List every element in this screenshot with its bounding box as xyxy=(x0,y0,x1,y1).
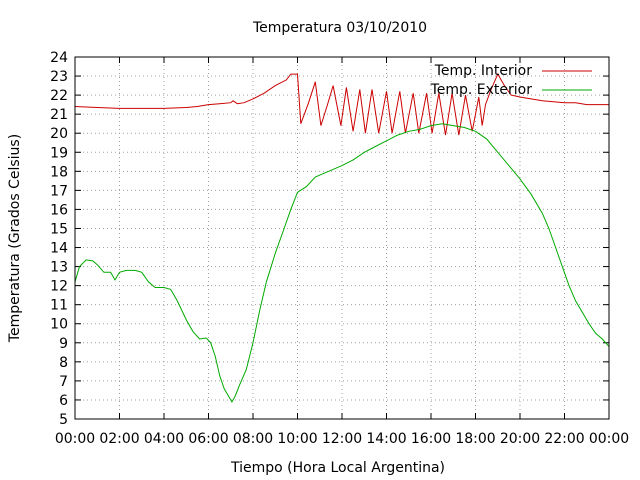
legend-label-exterior: Temp. Exterior xyxy=(430,82,533,98)
y-tick-label: 14 xyxy=(50,241,68,257)
legend: Temp. Interior Temp. Exterior xyxy=(430,63,592,98)
y-tick-label: 20 xyxy=(50,126,68,142)
x-tick-label: 22:00 xyxy=(544,431,584,447)
y-tick-label: 9 xyxy=(59,336,68,352)
x-tick-label: 00:00 xyxy=(55,431,95,447)
chart-title: Temperatura 03/10/2010 xyxy=(252,20,427,36)
x-tick-label: 18:00 xyxy=(455,431,495,447)
y-tick-label: 17 xyxy=(50,183,68,199)
x-tick-label: 20:00 xyxy=(500,431,540,447)
axis-ticks: 5 6 7 8 9 10 11 12 13 14 15 16 17 18 19 20 21 22 23 24 00:00… xyxy=(50,50,629,447)
y-tick-label: 23 xyxy=(50,69,68,85)
x-axis-label: Tiempo (Hora Local Argentina) xyxy=(230,460,445,476)
y-tick-label: 11 xyxy=(50,298,68,314)
legend-label-interior: Temp. Interior xyxy=(434,63,533,79)
plot-frame xyxy=(74,56,610,420)
legend-item-interior: Temp. Interior xyxy=(434,63,592,79)
grid xyxy=(75,57,609,419)
x-tick-label: 12:00 xyxy=(322,431,362,447)
legend-item-exterior: Temp. Exterior xyxy=(430,82,592,98)
y-tick-label: 10 xyxy=(50,317,68,333)
x-tick-label: 04:00 xyxy=(144,431,184,447)
series-line-temp-interior xyxy=(74,72,609,136)
x-tick-label: 14:00 xyxy=(366,431,406,447)
y-tick-label: 6 xyxy=(59,393,68,409)
y-tick-label: 13 xyxy=(50,260,68,276)
x-tick-label: 02:00 xyxy=(99,431,139,447)
x-tick-label: 06:00 xyxy=(188,431,228,447)
series-line-temp-exterior xyxy=(74,123,610,403)
y-tick-label: 22 xyxy=(50,88,68,104)
y-tick-label: 8 xyxy=(59,355,68,371)
y-tick-label: 21 xyxy=(50,107,68,123)
y-tick-label: 7 xyxy=(59,374,68,390)
x-tick-label: 10:00 xyxy=(277,431,317,447)
x-tick-label: 00:00 xyxy=(589,431,629,447)
y-tick-label: 15 xyxy=(50,221,68,237)
y-tick-label: 24 xyxy=(50,50,68,66)
y-axis-label: Temperatura (Grados Celsius) xyxy=(7,134,23,343)
y-tick-label: 12 xyxy=(50,279,68,295)
y-tick-label: 19 xyxy=(50,145,68,161)
x-tick-label: 08:00 xyxy=(233,431,273,447)
x-tick-label: 16:00 xyxy=(411,431,451,447)
y-tick-label: 16 xyxy=(50,202,68,218)
y-tick-label: 5 xyxy=(59,412,68,428)
series-layer xyxy=(74,72,610,403)
y-tick-label: 18 xyxy=(50,164,68,180)
